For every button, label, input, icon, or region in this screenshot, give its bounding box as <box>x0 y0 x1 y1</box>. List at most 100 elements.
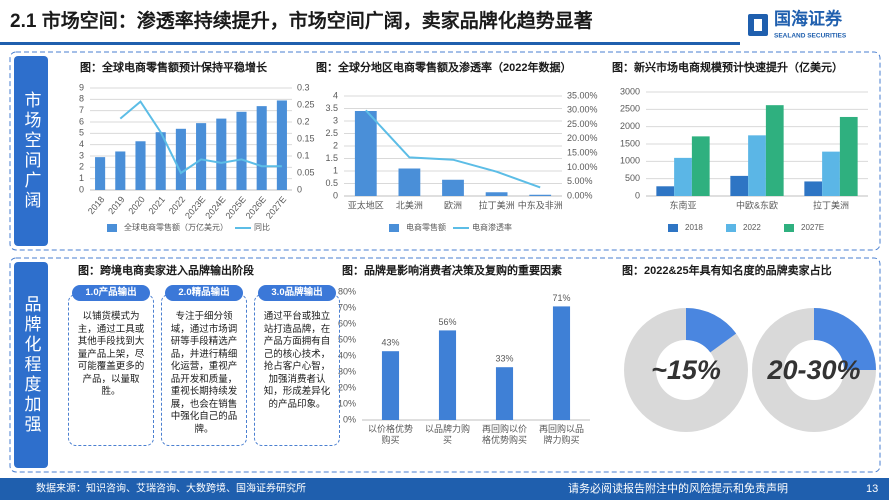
x-tick-label: 2020 <box>126 194 147 216</box>
y-tick-label: 40% <box>338 350 356 360</box>
y2-tick-label: 0.00% <box>567 190 593 200</box>
bar <box>730 175 749 196</box>
x-tick-label: 以品牌力购买 <box>424 424 470 445</box>
x-tick-label: 2018 <box>86 194 107 216</box>
y2-tick-label: 15.00% <box>567 148 598 158</box>
y-tick-label: 10% <box>338 398 356 408</box>
bar <box>175 128 186 190</box>
chart-title: 图：2022&25年具有知名度的品牌卖家占比 <box>622 263 832 277</box>
x-tick-label: 2026E <box>244 194 268 220</box>
logo-text: 国海证券 <box>774 8 843 28</box>
stage-title: 2.0精品输出 <box>165 285 243 301</box>
y-tick-label: 3 <box>333 115 338 125</box>
x-tick-label: 2023E <box>183 194 207 220</box>
bar <box>442 179 464 196</box>
x-tick-label: 亚太地区 <box>348 199 384 210</box>
legend-label: 2027E <box>801 223 824 232</box>
y-tick-label: 1 <box>79 173 84 183</box>
legend-label: 电商零售额 <box>406 222 446 232</box>
bar <box>398 168 421 196</box>
section-frame <box>9 257 881 473</box>
x-tick-label: 2024E <box>203 194 227 220</box>
y-tick-label: 2.5 <box>325 128 338 138</box>
bar <box>216 118 227 190</box>
y-tick-label: 80% <box>338 286 356 296</box>
y2-tick-label: 10.00% <box>567 162 598 172</box>
footer-bar <box>0 478 889 500</box>
x-tick-label: 拉丁美洲 <box>479 199 515 210</box>
y2-tick-label: 0.3 <box>297 82 310 92</box>
figure-title: 图：跨境电商卖家进入品牌输出阶段 <box>78 263 254 277</box>
y-tick-label: 9 <box>79 82 84 92</box>
bar <box>839 116 858 196</box>
y-tick-label: 0% <box>343 414 356 424</box>
stage-title: 1.0产品输出 <box>72 285 150 301</box>
bar <box>236 111 247 190</box>
chart-title: 图：全球电商零售额预计保持平稳增长 <box>80 60 268 74</box>
y-tick-label: 20% <box>338 382 356 392</box>
legend-label: 同比 <box>254 222 270 232</box>
line <box>119 100 282 175</box>
data-label: 56% <box>438 317 456 327</box>
y2-tick-label: 30.00% <box>567 105 598 115</box>
section-frame <box>9 51 881 251</box>
y-tick-label: 1 <box>333 165 338 175</box>
legend-swatch <box>726 224 736 232</box>
bar <box>529 194 552 196</box>
bar <box>656 186 675 196</box>
bar <box>495 367 514 420</box>
section-tab <box>14 262 48 468</box>
data-label: 71% <box>552 293 570 303</box>
bar <box>135 141 146 190</box>
x-tick-label: 2027E <box>264 194 288 220</box>
y-tick-label: 70% <box>338 302 356 312</box>
y2-tick-label: 5.00% <box>567 176 593 186</box>
bar <box>95 157 106 190</box>
y-tick-label: 2 <box>333 140 338 150</box>
bar <box>674 157 692 196</box>
stage-box: 以铺货模式为主，通过工具或其他手段找到大量产品上架，尽可能覆盖更多的产品，以量取… <box>68 294 154 446</box>
x-tick-label: 东南亚 <box>669 199 696 210</box>
x-tick-label: 欧洲 <box>444 199 462 210</box>
y-tick-label: 7 <box>79 105 84 115</box>
chart-title: 图：新兴市场电商规模预计快速提升（亿美元） <box>612 60 843 74</box>
legend-label: 电商渗透率 <box>472 222 512 232</box>
data-label: 33% <box>495 354 513 364</box>
legend-swatch <box>389 224 399 232</box>
x-tick-label: 中欧&东欧 <box>736 199 778 210</box>
data-label: ~15% <box>651 355 721 385</box>
legend-swatch <box>784 224 794 232</box>
y-tick-label: 2000 <box>620 121 640 131</box>
bar <box>691 136 710 196</box>
y-tick-label: 4 <box>333 90 338 100</box>
section-tab <box>14 56 48 246</box>
y-tick-label: 60% <box>338 318 356 328</box>
bar <box>155 132 166 190</box>
x-tick-label: 拉丁美洲 <box>813 199 849 210</box>
y-tick-label: 4 <box>79 139 84 149</box>
bar <box>354 111 377 196</box>
chart-title: 图：全球分地区电商零售额及渗透率（2022年数据） <box>316 60 571 74</box>
stage-box: 通过平台或独立站打造品牌，在产品方面拥有自己的核心技术，抢占客户心智，加强消费者… <box>254 294 340 446</box>
chart-title: 图：品牌是影响消费者决策及复购的重要因素 <box>342 263 562 277</box>
y2-tick-label: 25.00% <box>567 119 598 129</box>
y2-tick-label: 0.2 <box>297 116 310 126</box>
y-tick-label: 8 <box>79 94 84 104</box>
y-tick-label: 50% <box>338 334 356 344</box>
footer-disclaimer: 请务必阅读报告附注中的风险提示和免责声明 <box>568 481 788 495</box>
footer-source: 数据来源：知识咨询、艾瑞咨询、大数跨境、国海证券研究所 <box>36 482 306 495</box>
section-label: 市场空间广阔 <box>21 91 41 211</box>
bar <box>276 100 287 190</box>
legend-label: 全球电商零售额（万亿美元） <box>124 222 228 232</box>
bar <box>256 106 267 190</box>
x-tick-label: 2021 <box>147 194 168 216</box>
bar <box>822 151 840 196</box>
x-tick-label: 2025E <box>223 194 247 220</box>
bar <box>196 123 207 190</box>
data-label: 43% <box>381 338 399 348</box>
y2-tick-label: 0.15 <box>297 133 315 143</box>
x-tick-label: 北美洲 <box>396 199 423 210</box>
y-tick-label: 3.5 <box>325 103 338 113</box>
